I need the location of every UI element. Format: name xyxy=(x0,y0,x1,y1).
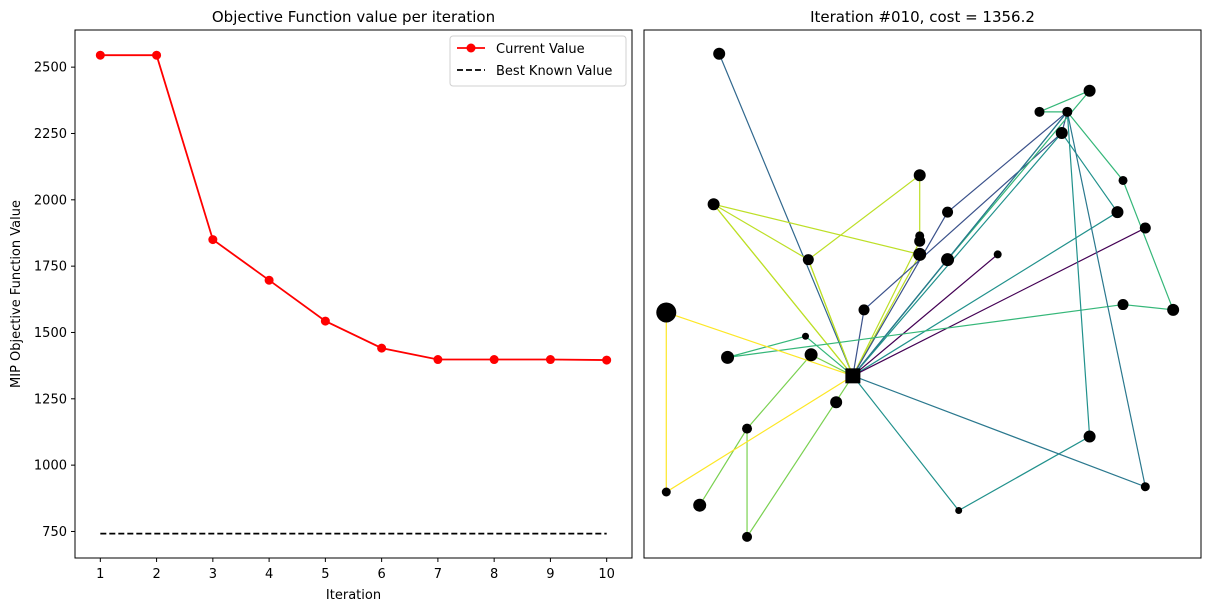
current-value-point xyxy=(489,355,499,365)
customer-node xyxy=(1083,430,1096,443)
legend-best-known-label: Best Known Value xyxy=(496,64,612,79)
x-tick-label: 3 xyxy=(209,567,217,582)
x-tick-label: 2 xyxy=(152,567,160,582)
objective-chart: Objective Function value per iteration 1… xyxy=(9,8,633,603)
objective-x-ticks: 1 2 3 4 5 6 7 8 9 10 xyxy=(96,558,615,582)
customer-node xyxy=(656,302,677,323)
x-tick-label: 6 xyxy=(377,567,385,582)
objective-plot-area xyxy=(74,29,633,559)
current-value-point xyxy=(433,355,443,365)
x-tick-label: 9 xyxy=(546,567,554,582)
x-tick-label: 1 xyxy=(96,567,104,582)
customer-node xyxy=(1139,222,1151,234)
current-value-point xyxy=(264,275,274,285)
x-tick-label: 7 xyxy=(434,567,442,582)
legend-current-value-label: Current Value xyxy=(496,42,585,57)
y-tick-label: 1250 xyxy=(34,392,67,407)
objective-chart-title: Objective Function value per iteration xyxy=(212,8,495,26)
x-tick-label: 10 xyxy=(598,567,615,582)
depot-group xyxy=(845,368,861,384)
current-value-point xyxy=(320,316,330,326)
customer-node xyxy=(693,498,707,512)
customer-node xyxy=(721,350,735,364)
customer-node xyxy=(941,253,955,267)
route-line xyxy=(665,311,854,494)
customer-node xyxy=(802,332,810,340)
customer-node xyxy=(1118,175,1128,185)
customer-node xyxy=(955,506,963,514)
customer-node xyxy=(942,206,954,218)
customer-node xyxy=(804,348,818,362)
customer-node xyxy=(913,247,927,261)
customer-node xyxy=(1111,206,1124,219)
route-line xyxy=(852,110,1147,488)
x-tick-label: 5 xyxy=(321,567,329,582)
customer-node xyxy=(913,169,926,182)
route-line xyxy=(852,131,1119,377)
route-line xyxy=(807,173,921,377)
customer-node xyxy=(1117,299,1129,311)
objective-x-axis-label: Iteration xyxy=(326,588,381,603)
current-value-point xyxy=(208,235,218,245)
depot-marker xyxy=(845,368,861,384)
current-value-point xyxy=(545,355,555,365)
current-value-point xyxy=(152,50,162,60)
route-map-title: Iteration #010, cost = 1356.2 xyxy=(810,8,1035,26)
customer-node xyxy=(802,254,814,266)
objective-y-ticks: 750 1000 1250 1500 1750 2000 2250 2500 xyxy=(34,61,75,540)
customer-node xyxy=(742,423,753,434)
y-tick-label: 1750 xyxy=(34,260,67,275)
customer-node xyxy=(1167,303,1180,316)
current-value-line xyxy=(100,54,607,361)
customer-node xyxy=(830,396,843,409)
y-tick-label: 1500 xyxy=(34,326,67,341)
legend-current-value-marker xyxy=(466,43,476,53)
customer-node xyxy=(713,47,726,60)
customer-node xyxy=(1055,126,1068,139)
current-value-point xyxy=(602,355,612,365)
route-line xyxy=(852,110,1069,377)
current-value-point xyxy=(377,343,387,353)
customer-node xyxy=(1034,106,1045,117)
customer-nodes xyxy=(656,47,1180,542)
objective-y-axis-label: MIP Objective Function Value xyxy=(9,200,24,388)
y-tick-label: 750 xyxy=(42,525,67,540)
customer-node xyxy=(858,304,870,316)
route-map-chart: Iteration #010, cost = 1356.2 xyxy=(643,8,1202,559)
customer-node xyxy=(1062,106,1073,117)
customer-node xyxy=(1140,482,1150,492)
route-lines xyxy=(665,53,1175,539)
y-tick-label: 2500 xyxy=(34,61,67,76)
customer-node xyxy=(661,487,671,497)
x-tick-label: 4 xyxy=(265,567,273,582)
x-tick-label: 8 xyxy=(490,567,498,582)
y-tick-label: 2250 xyxy=(34,127,67,142)
y-tick-label: 1000 xyxy=(34,459,67,474)
objective-legend: Current Value Best Known Value xyxy=(449,35,627,87)
y-tick-label: 2000 xyxy=(34,193,67,208)
customer-node xyxy=(742,531,753,542)
current-value-point xyxy=(95,50,105,60)
customer-node xyxy=(1083,84,1096,97)
customer-node xyxy=(914,235,926,247)
customer-node xyxy=(707,198,720,211)
customer-node xyxy=(993,250,1002,259)
objective-series xyxy=(95,50,612,535)
legend-box xyxy=(449,35,627,87)
route-line xyxy=(712,203,921,377)
